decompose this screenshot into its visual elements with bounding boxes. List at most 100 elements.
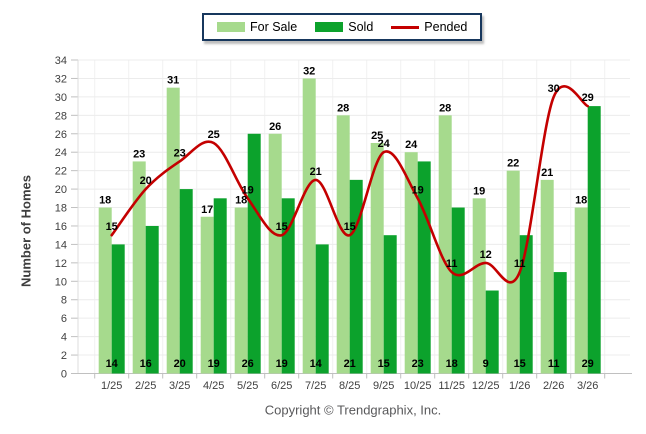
label-sold: 18 — [446, 358, 458, 370]
label-for-sale: 23 — [133, 148, 145, 160]
y-axis-title: Number of Homes — [18, 175, 34, 287]
y-tick-label: 16 — [55, 221, 67, 233]
bar-for-sale — [166, 87, 180, 374]
label-pended: 15 — [106, 221, 118, 233]
x-tick-label: 7/25 — [305, 380, 326, 392]
label-pended: 15 — [276, 221, 288, 233]
pended-line-swatch-icon — [391, 25, 420, 29]
label-sold: 16 — [140, 358, 152, 370]
bar-sold — [553, 272, 567, 374]
label-pended: 24 — [378, 138, 391, 150]
label-sold: 29 — [582, 358, 594, 370]
bar-sold — [213, 198, 227, 374]
x-tick-label: 3/26 — [577, 380, 598, 392]
bar-for-sale — [370, 142, 384, 374]
bar-for-sale — [574, 207, 588, 374]
label-pended: 29 — [582, 92, 594, 104]
x-tick-label: 2/25 — [135, 380, 156, 392]
bar-for-sale — [472, 198, 486, 374]
legend: For Sale Sold Pended — [202, 13, 483, 41]
label-sold: 19 — [276, 358, 288, 370]
y-tick-label: 34 — [55, 55, 67, 67]
label-for-sale: 19 — [473, 185, 485, 197]
y-tick-label: 14 — [55, 239, 67, 251]
bar-sold — [179, 189, 193, 374]
y-tick-label: 30 — [55, 92, 67, 104]
label-pended: 11 — [446, 258, 458, 270]
y-tick-label: 26 — [55, 129, 67, 141]
label-sold: 9 — [483, 358, 489, 370]
label-pended: 30 — [548, 83, 560, 95]
legend-item-for-sale: For Sale — [217, 21, 297, 34]
label-for-sale: 28 — [439, 102, 451, 114]
bar-for-sale — [336, 115, 350, 374]
y-tick-label: 6 — [61, 313, 67, 325]
y-tick-label: 24 — [55, 147, 67, 159]
y-tick-label: 28 — [55, 110, 67, 122]
label-pended: 15 — [344, 221, 356, 233]
x-tick-label: 5/25 — [237, 380, 258, 392]
y-tick-label: 20 — [55, 184, 67, 196]
bar-sold — [145, 225, 159, 374]
x-tick-label: 4/25 — [203, 380, 224, 392]
label-for-sale: 32 — [303, 65, 315, 77]
for-sale-swatch-icon — [217, 22, 245, 32]
label-for-sale: 18 — [575, 195, 587, 207]
label-sold: 19 — [208, 358, 220, 370]
x-tick-label: 3/25 — [169, 380, 190, 392]
x-tick-label: 6/25 — [271, 380, 292, 392]
y-tick-label: 8 — [61, 295, 67, 307]
y-tick-label: 10 — [55, 276, 67, 288]
label-pended: 20 — [140, 175, 152, 187]
bar-for-sale — [200, 216, 214, 374]
x-tick-label: 2/26 — [543, 380, 564, 392]
label-pended: 23 — [174, 147, 186, 159]
label-pended: 25 — [208, 129, 220, 141]
bar-sold — [281, 198, 295, 374]
pended-line — [110, 85, 589, 284]
label-for-sale: 18 — [99, 195, 111, 207]
label-pended: 21 — [310, 166, 322, 178]
y-tick-label: 18 — [55, 203, 67, 215]
bar-for-sale — [506, 170, 520, 374]
label-for-sale: 17 — [201, 204, 213, 216]
y-tick-label: 32 — [55, 73, 67, 85]
bar-for-sale — [404, 152, 418, 374]
bar-sold — [315, 244, 329, 374]
bar-sold — [587, 106, 601, 374]
label-sold: 15 — [378, 358, 390, 370]
label-sold: 23 — [412, 358, 424, 370]
label-sold: 14 — [106, 358, 119, 370]
label-for-sale: 22 — [507, 158, 519, 170]
label-for-sale: 24 — [405, 139, 418, 151]
bar-for-sale — [438, 115, 452, 374]
footer-copyright: Copyright © Trendgraphix, Inc. — [264, 402, 442, 418]
y-tick-label: 4 — [61, 332, 67, 344]
sold-swatch-icon — [315, 22, 344, 32]
label-for-sale: 31 — [167, 75, 179, 87]
label-for-sale: 26 — [269, 121, 281, 133]
x-tick-label: 11/25 — [438, 380, 465, 392]
bar-sold — [247, 133, 261, 374]
bar-for-sale — [132, 161, 146, 374]
label-for-sale: 21 — [541, 167, 553, 179]
y-tick-label: 0 — [61, 369, 67, 381]
legend-label-for-sale: For Sale — [250, 19, 298, 34]
x-tick-label: 1/25 — [101, 380, 122, 392]
label-for-sale: 28 — [337, 102, 349, 114]
label-sold: 21 — [344, 358, 356, 370]
label-sold: 26 — [242, 358, 254, 370]
bar-sold — [111, 244, 125, 374]
label-pended: 19 — [242, 184, 254, 196]
label-sold: 15 — [514, 358, 526, 370]
legend-label-pended: Pended — [424, 19, 468, 34]
legend-item-pended: Pended — [391, 21, 467, 34]
label-sold: 11 — [548, 358, 560, 370]
x-tick-label: 10/25 — [404, 380, 432, 392]
y-tick-label: 22 — [55, 166, 67, 178]
y-tick-label: 12 — [55, 258, 67, 270]
label-for-sale: 25 — [371, 130, 383, 142]
legend-item-sold: Sold — [315, 21, 373, 34]
